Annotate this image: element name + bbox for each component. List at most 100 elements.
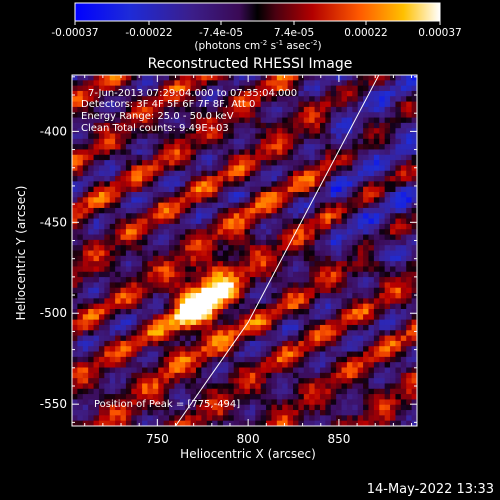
heatmap-cell bbox=[152, 335, 159, 342]
heatmap-cell bbox=[120, 298, 127, 305]
heatmap-cell bbox=[163, 202, 170, 209]
heatmap-cell bbox=[400, 181, 407, 188]
heatmap-cell bbox=[395, 404, 402, 411]
heatmap-cell bbox=[142, 149, 149, 156]
heatmap-cell bbox=[260, 101, 267, 108]
heatmap-cell bbox=[400, 293, 407, 299]
heatmap-cell bbox=[287, 160, 294, 167]
heatmap-cell bbox=[115, 362, 122, 369]
heatmap-cell bbox=[206, 261, 213, 268]
heatmap-cell bbox=[131, 170, 138, 177]
heatmap-cell bbox=[336, 149, 343, 156]
heatmap-cell bbox=[309, 223, 316, 230]
heatmap-cell bbox=[98, 75, 105, 81]
heatmap-cell bbox=[142, 138, 149, 145]
heatmap-cell bbox=[406, 234, 413, 241]
heatmap-cell bbox=[190, 154, 197, 161]
heatmap-cell bbox=[309, 351, 316, 358]
heatmap-cell bbox=[384, 117, 391, 124]
heatmap-cell bbox=[319, 234, 326, 241]
heatmap-cell bbox=[179, 255, 186, 262]
heatmap-cell bbox=[93, 319, 100, 326]
heatmap-cell bbox=[293, 80, 300, 87]
heatmap-cell bbox=[373, 287, 380, 294]
heatmap-cell bbox=[82, 197, 89, 204]
heatmap-cell bbox=[363, 261, 370, 268]
heatmap-cell bbox=[287, 165, 294, 172]
heatmap-cell bbox=[249, 340, 256, 347]
heatmap-cell bbox=[222, 293, 229, 299]
heatmap-cell bbox=[72, 234, 78, 241]
heatmap-cell bbox=[411, 122, 417, 129]
heatmap-cell bbox=[249, 346, 256, 353]
heatmap-cell bbox=[82, 250, 89, 257]
heatmap-cell bbox=[88, 399, 95, 406]
heatmap-cell bbox=[185, 165, 192, 172]
heatmap-cell bbox=[147, 287, 154, 294]
heatmap-cell bbox=[212, 80, 219, 87]
heatmap-cell bbox=[352, 75, 359, 81]
heatmap-cell bbox=[201, 277, 208, 284]
heatmap-cell bbox=[400, 202, 407, 209]
heatmap-cell bbox=[120, 388, 127, 395]
heatmap-cell bbox=[390, 324, 397, 331]
heatmap-cell bbox=[77, 149, 84, 156]
heatmap-cell bbox=[206, 356, 213, 363]
heatmap-cell bbox=[239, 223, 246, 230]
heatmap-cell bbox=[104, 117, 111, 124]
heatmap-cell bbox=[169, 138, 176, 145]
heatmap-cell bbox=[142, 383, 149, 390]
heatmap-cell bbox=[293, 356, 300, 363]
heatmap-cell bbox=[233, 207, 240, 214]
heatmap-cell bbox=[314, 319, 321, 326]
heatmap-cell bbox=[169, 96, 176, 103]
heatmap-cell bbox=[406, 176, 413, 182]
heatmap-cell bbox=[222, 314, 229, 321]
heatmap-cell bbox=[82, 324, 89, 331]
heatmap-cell bbox=[212, 229, 219, 236]
heatmap-cell bbox=[352, 404, 359, 411]
heatmap-cell bbox=[206, 362, 213, 369]
heatmap-cell bbox=[131, 415, 138, 422]
heatmap-cell bbox=[276, 298, 283, 305]
heatmap-cell bbox=[352, 340, 359, 347]
heatmap-cell bbox=[104, 181, 111, 188]
heatmap-cell bbox=[147, 324, 154, 331]
heatmap-cell bbox=[400, 128, 407, 135]
heatmap-cell bbox=[206, 309, 213, 315]
heatmap-cell bbox=[249, 165, 256, 172]
heatmap-cell bbox=[373, 415, 380, 422]
heatmap-cell bbox=[195, 261, 202, 268]
heatmap-cell bbox=[163, 90, 170, 97]
heatmap-cell bbox=[293, 266, 300, 273]
heatmap-cell bbox=[406, 122, 413, 129]
heatmap-cell bbox=[115, 149, 122, 156]
heatmap-cell bbox=[400, 85, 407, 92]
heatmap-cell bbox=[244, 410, 251, 416]
heatmap-cell bbox=[72, 303, 78, 310]
heatmap-cell bbox=[239, 277, 246, 284]
heatmap-cell bbox=[98, 340, 105, 347]
heatmap-cell bbox=[147, 128, 154, 135]
heatmap-cell bbox=[152, 213, 159, 220]
heatmap-cell bbox=[233, 277, 240, 284]
heatmap-cell bbox=[406, 165, 413, 172]
heatmap-cell bbox=[77, 218, 84, 225]
heatmap-cell bbox=[190, 192, 197, 198]
heatmap-cell bbox=[255, 223, 262, 230]
heatmap-cell bbox=[158, 415, 165, 422]
heatmap-cell bbox=[201, 192, 208, 198]
heatmap-cell bbox=[98, 410, 105, 416]
heatmap-cell bbox=[406, 181, 413, 188]
heatmap-cell bbox=[239, 420, 246, 426]
heatmap-cell bbox=[82, 277, 89, 284]
heatmap-cell bbox=[287, 255, 294, 262]
heatmap-cell bbox=[120, 170, 127, 177]
heatmap-cell bbox=[330, 234, 337, 241]
heatmap-cell bbox=[174, 229, 181, 236]
heatmap-cell bbox=[266, 186, 273, 193]
heatmap-cell bbox=[298, 192, 305, 198]
heatmap-cell bbox=[98, 154, 105, 161]
heatmap-cell bbox=[282, 356, 289, 363]
heatmap-cell bbox=[120, 75, 127, 81]
